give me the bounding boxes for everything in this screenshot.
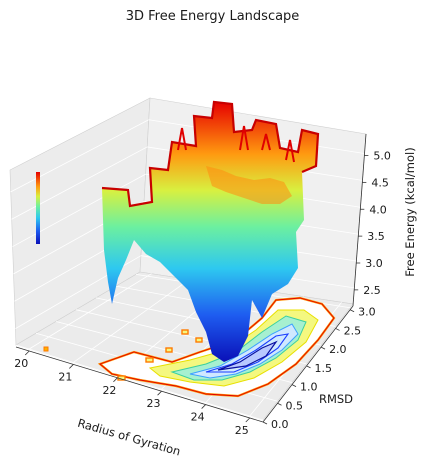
grid-line <box>10 119 149 193</box>
z-tick-label: 5.0 <box>373 150 391 163</box>
y-tick <box>262 421 268 425</box>
energy-surface <box>36 100 320 362</box>
x-axis-line <box>15 346 264 423</box>
x-tick <box>245 417 251 423</box>
grid-line <box>11 146 148 220</box>
x-tick-label: 21 <box>58 370 72 383</box>
contour-navy <box>217 340 278 371</box>
grid-line <box>15 344 264 421</box>
y-axis-line <box>262 305 354 423</box>
z-axis-line <box>352 133 367 307</box>
z-tick-label: 3.0 <box>365 257 383 270</box>
contour-islet <box>145 357 154 363</box>
contour-blue <box>205 333 290 373</box>
grid-line <box>12 173 146 247</box>
contour-islet <box>43 346 49 352</box>
y-tick-label: 0.0 <box>271 418 289 431</box>
x-tick <box>113 377 118 383</box>
axis-ticks: 20 21 22 23 24 25 0.0 0.5 1.0 1.5 2.0 2.5 3.0 2.5 3.0 3… <box>14 150 391 437</box>
x-tick-label: 24 <box>191 411 205 424</box>
y-tick-label: 1.0 <box>300 381 318 394</box>
surface-inner-wall <box>206 166 292 204</box>
surface-left-tail <box>36 172 40 244</box>
surface-body <box>102 102 318 362</box>
contour-red <box>99 297 335 397</box>
z-tick-label: 3.5 <box>367 230 385 243</box>
y-tick <box>277 402 282 406</box>
x-tick <box>157 390 162 396</box>
surface-spikes <box>177 125 295 163</box>
z-tick-label: 4.5 <box>371 176 389 189</box>
x-tick-label: 22 <box>102 384 116 397</box>
x-tick-label: 25 <box>235 424 249 437</box>
y-tick <box>306 365 311 369</box>
x-axis-label: Radius of Gyration <box>76 416 182 459</box>
y-tick-label: 3.0 <box>358 306 376 319</box>
grid-line <box>29 273 152 350</box>
x-tick <box>24 350 30 356</box>
y-tick-label: 0.5 <box>286 399 304 412</box>
x-tick <box>201 404 206 409</box>
y-tick-label: 2.0 <box>329 343 347 356</box>
y-tick <box>335 328 340 331</box>
y-tick <box>349 309 355 313</box>
contour-islet <box>165 347 173 353</box>
x-tick <box>69 364 74 369</box>
z-tick-label: 4.0 <box>369 203 387 216</box>
z-axis-label: Free Energy (kcal/mol) <box>403 147 417 276</box>
grid-line <box>73 279 190 363</box>
contour-cyan <box>189 323 299 379</box>
x-tick-label: 23 <box>147 397 161 410</box>
x-tick-label: 20 <box>14 357 28 370</box>
contour-islet <box>195 337 203 343</box>
contour-islet <box>181 329 189 335</box>
y-tick <box>320 346 326 350</box>
y-tick-label: 2.5 <box>344 324 362 337</box>
y-axis-label: RMSD <box>319 392 353 406</box>
z-tick-label: 2.5 <box>363 284 381 297</box>
y-tick-label: 1.5 <box>315 362 333 375</box>
chart-title: 3D Free Energy Landscape <box>125 9 300 24</box>
surface-ridge <box>101 100 320 208</box>
y-tick <box>291 384 297 387</box>
